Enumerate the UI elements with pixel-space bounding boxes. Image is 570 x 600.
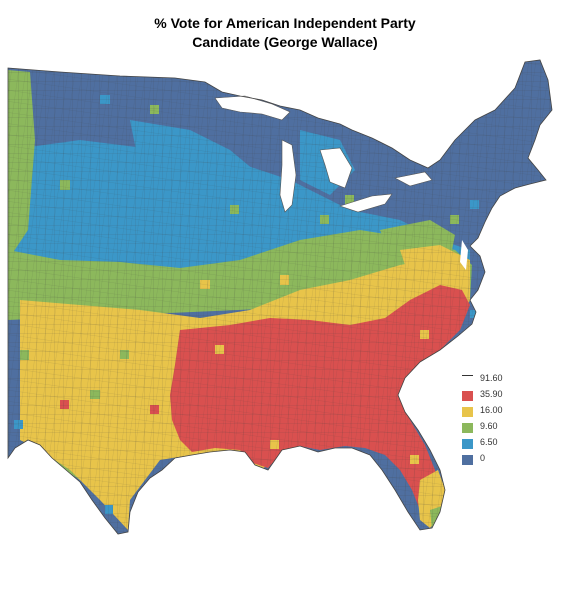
legend-item-3: 9.60 [462, 420, 552, 436]
legend-label-1: 35.90 [480, 389, 503, 399]
legend-label-0: 91.60 [480, 373, 503, 383]
legend-swatch-1 [462, 391, 473, 401]
legend: 91.60 35.90 16.00 9.60 6.50 0 [462, 372, 552, 468]
legend-swatch-3 [462, 423, 473, 433]
legend-swatch-4 [462, 439, 473, 449]
lake-ontario [394, 171, 433, 187]
chesapeake-bay [460, 240, 468, 270]
legend-swatch-2 [462, 407, 473, 417]
title-line-2: Candidate (George Wallace) [192, 34, 378, 50]
lake-huron [319, 147, 353, 189]
title-line-1: % Vote for American Independent Party [154, 15, 416, 31]
legend-item-0: 91.60 [462, 372, 552, 388]
great-lakes [214, 95, 433, 213]
lake-michigan [279, 139, 297, 213]
legend-swatch-5 [462, 455, 473, 465]
legend-label-2: 16.00 [480, 405, 503, 415]
legend-item-2: 16.00 [462, 404, 552, 420]
legend-item-4: 6.50 [462, 436, 552, 452]
legend-item-1: 35.90 [462, 388, 552, 404]
legend-item-5: 0 [462, 452, 552, 468]
legend-label-5: 0 [480, 453, 486, 463]
map-title: % Vote for American Independent Party Ca… [0, 14, 570, 52]
legend-top-tick [462, 375, 473, 376]
legend-label-4: 6.50 [480, 437, 498, 447]
legend-label-3: 9.60 [480, 421, 498, 431]
lake-erie [339, 193, 393, 213]
